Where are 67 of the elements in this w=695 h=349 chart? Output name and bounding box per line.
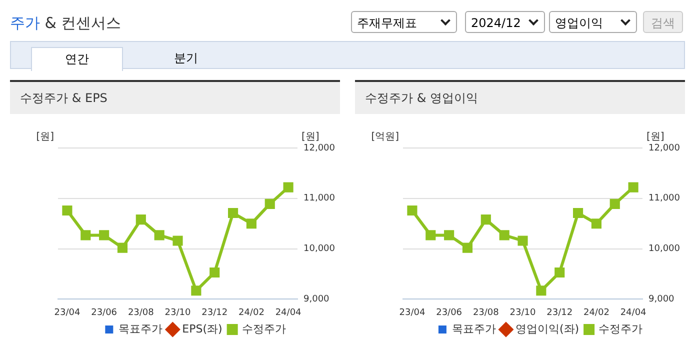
point (480, 214, 491, 225)
text: 분기 (173, 50, 199, 67)
y2-axis-title: [원] (646, 132, 664, 143)
chart-title: 수정주가 & EPS (10, 80, 340, 114)
point (536, 286, 546, 296)
x-tick-label: 23/04 (54, 308, 80, 318)
y2-tick-label: 12,000 (648, 143, 680, 154)
point (572, 208, 584, 218)
point (426, 230, 436, 240)
legend-label: 수정주가 (242, 322, 286, 336)
point (407, 205, 418, 216)
point (80, 230, 91, 240)
point (264, 198, 275, 209)
point (554, 267, 565, 278)
y2-tick-label: 10,000 (304, 244, 336, 254)
text: 2024/12 (471, 16, 521, 30)
y2-tick-label: 10,000 (648, 244, 680, 254)
x-tick-label: 23/12 (202, 308, 228, 318)
point (191, 286, 202, 296)
y2-tick-label: 9,000 (648, 294, 675, 305)
legend-label: 목표주가 (118, 322, 163, 336)
legend-label: 목표주가 (452, 322, 496, 336)
y2-axis-title: [원] (302, 132, 320, 143)
point (154, 230, 164, 240)
point (99, 230, 110, 240)
point (172, 236, 183, 246)
x-tick-label: 23/08 (472, 308, 500, 318)
point (628, 182, 638, 192)
x-tick-label: 23/10 (164, 308, 191, 318)
point (228, 208, 238, 218)
text: 연간 (31, 47, 123, 71)
y-axis-title: [억원] (371, 132, 400, 143)
point (62, 205, 72, 216)
point (136, 214, 146, 225)
x-tick-label: 24/02 (238, 308, 264, 318)
x-tick-label: 23/08 (128, 308, 154, 318)
point (210, 267, 220, 278)
point (518, 236, 528, 246)
x-tick-label: 23/04 (399, 308, 426, 318)
legend-label: 영업이익(좌) (515, 322, 580, 336)
point (462, 242, 473, 253)
point (499, 230, 510, 240)
y2-tick-label: 11,000 (304, 194, 336, 204)
text: 검색 (643, 11, 683, 33)
x-tick-label: 23/10 (510, 308, 536, 318)
x-tick-label: 23/12 (546, 308, 573, 318)
y2-tick-label: 11,000 (648, 194, 680, 204)
text: 주가 & 컨센서스 (10, 14, 122, 32)
point (117, 242, 128, 253)
text: 주재무제표 (357, 16, 417, 30)
point (283, 182, 294, 192)
legend-label: EPS(좌) (182, 322, 222, 336)
legend-label: 수정주가 (598, 322, 643, 336)
y-axis-title: [원] (36, 132, 54, 143)
y2-tick-label: 9,000 (304, 294, 330, 305)
point (610, 198, 620, 209)
point (591, 218, 602, 229)
chart-title: 수정주가 & 영업이익 (355, 80, 685, 114)
y2-tick-label: 12,000 (304, 143, 336, 154)
x-tick-label: 24/04 (620, 308, 647, 318)
x-tick-label: 23/06 (436, 308, 462, 318)
x-tick-label: 24/04 (275, 308, 302, 318)
text: 영업이익 (555, 16, 603, 30)
x-tick-label: 24/02 (583, 308, 610, 318)
point (444, 230, 454, 240)
x-tick-label: 23/06 (91, 308, 118, 318)
point (246, 218, 256, 229)
